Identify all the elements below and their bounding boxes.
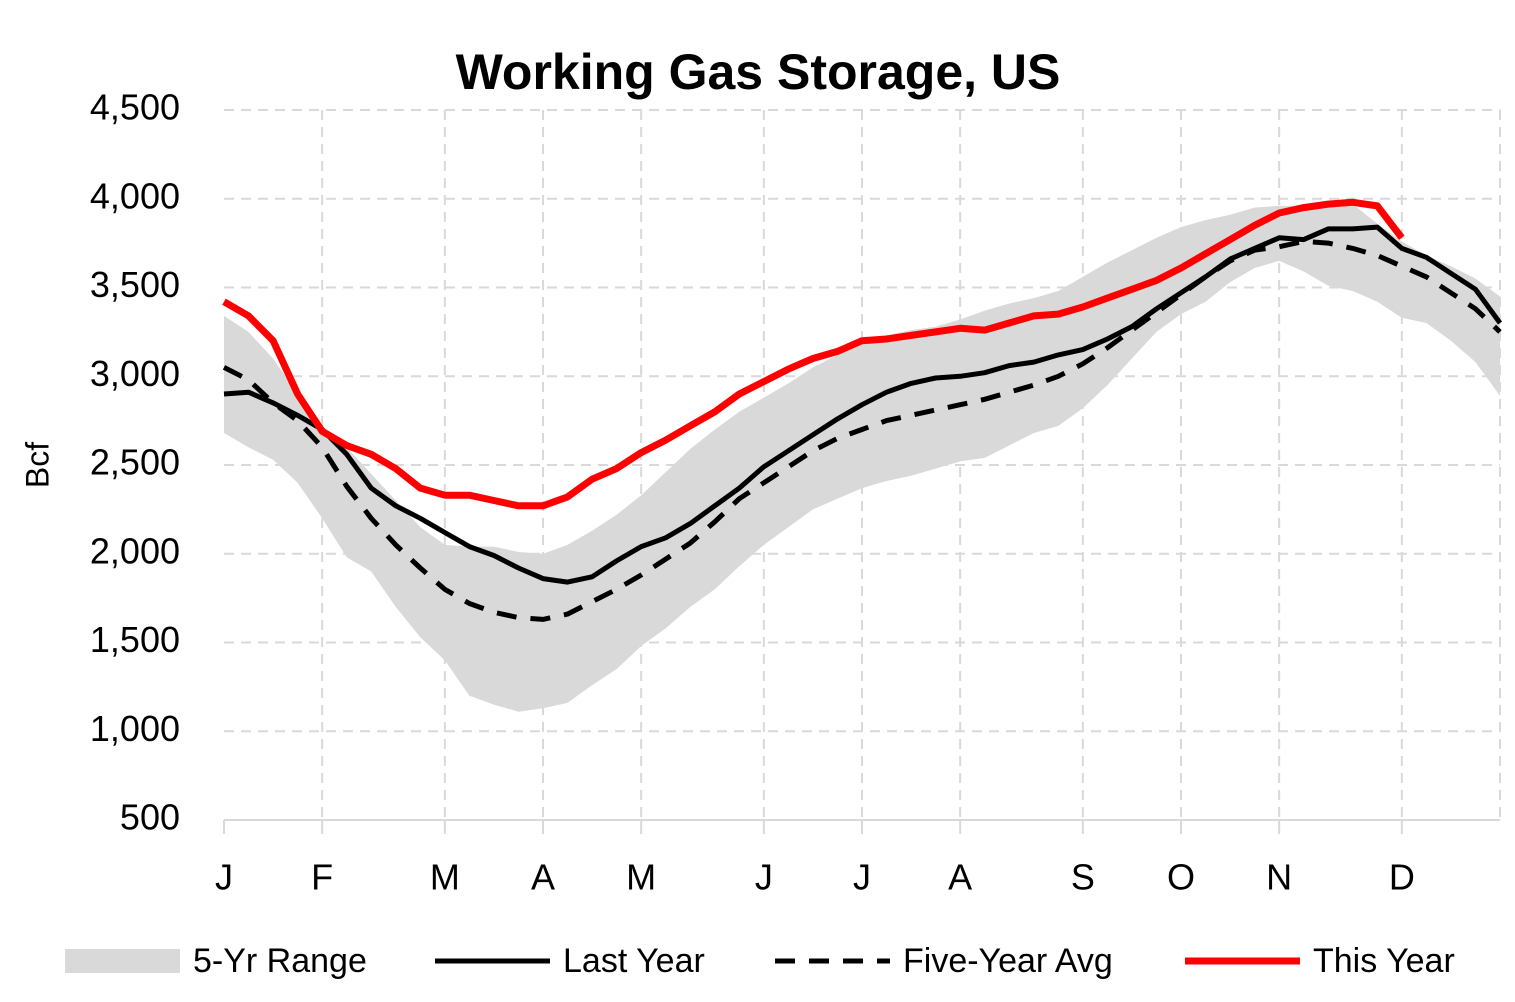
y-tick-label: 1,500 (90, 619, 180, 660)
line-series (222, 198, 1405, 510)
legend-swatch (65, 949, 180, 973)
chart-title: Working Gas Storage, US (456, 44, 1061, 100)
legend: 5-Yr Range Last Year Five-Year Avg This Yea… (65, 942, 1455, 980)
x-tick-label: F (311, 857, 333, 898)
line-series (223, 224, 1503, 585)
legend-label: 5-Yr Range (193, 942, 367, 980)
y-tick-label: 1,000 (90, 708, 180, 749)
x-tick-label: O (1167, 857, 1195, 898)
y-tick-label: 3,500 (90, 264, 180, 305)
x-tick-label: J (755, 857, 773, 898)
x-tick-label: D (1389, 857, 1415, 898)
y-tick-label: 500 (120, 797, 180, 838)
line-series (222, 238, 1502, 622)
x-tick-label: A (531, 857, 555, 898)
axes: 500 1,000 1,500 2,000 2,500 3,000 3,500 4,000 4,… (90, 87, 1500, 898)
legend-label: This Year (1313, 942, 1455, 980)
y-tick-label: 2,000 (90, 530, 180, 571)
x-tick-label: M (626, 857, 656, 898)
legend-item: 5-Yr Range (65, 942, 367, 980)
legend-item: Last Year (435, 942, 705, 980)
x-tick-label: J (853, 857, 871, 898)
x-tick-label: S (1071, 857, 1095, 898)
x-tick-label: A (948, 857, 972, 898)
range-band (224, 204, 1500, 712)
x-tick-label: M (430, 857, 460, 898)
legend-item: Five-Year Avg (775, 942, 1113, 980)
y-tick-label: 4,000 (90, 175, 180, 216)
y-axis-label: Bcf (19, 442, 55, 488)
legend-item: This Year (1185, 942, 1455, 980)
x-tick-label: J (215, 857, 233, 898)
legend-label: Last Year (563, 942, 705, 980)
legend-label: Five-Year Avg (903, 942, 1113, 980)
y-tick-label: 2,500 (90, 442, 180, 483)
x-tick-label: N (1266, 857, 1292, 898)
plot-area (222, 198, 1503, 712)
y-tick-label: 4,500 (90, 87, 180, 128)
y-tick-label: 3,000 (90, 353, 180, 394)
